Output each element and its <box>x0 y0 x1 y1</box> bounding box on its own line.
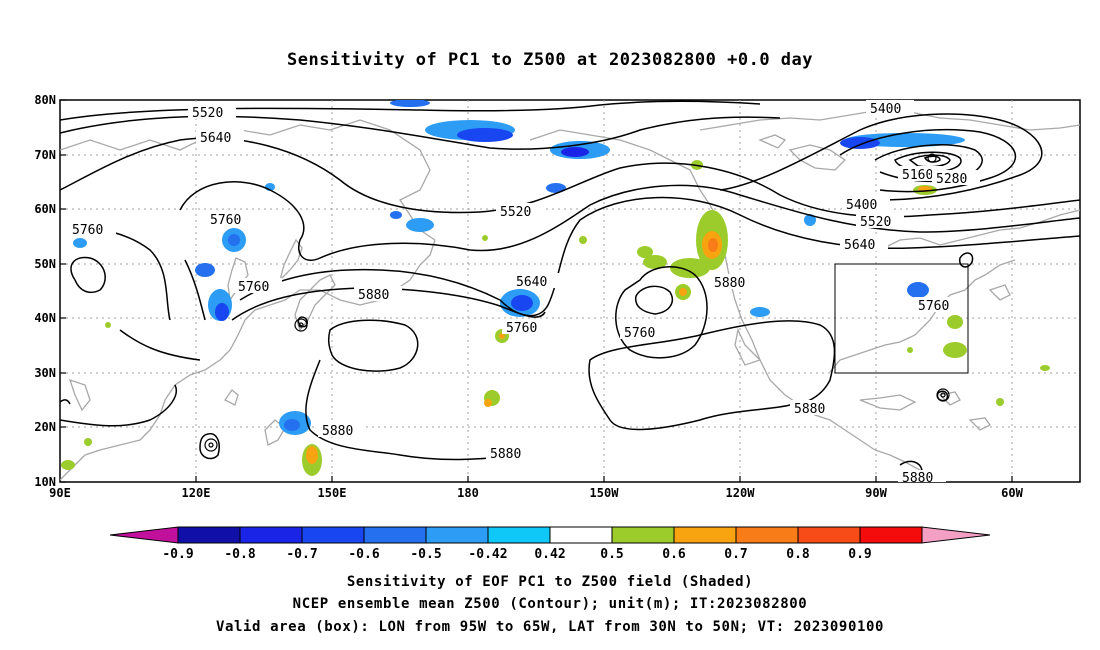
lon-label: 60W <box>1001 486 1023 500</box>
colorbar-right-arrow <box>921 526 991 544</box>
colorbar-tick-label: -0.7 <box>286 547 317 562</box>
colorbar-cell <box>735 526 799 544</box>
contour-label: 5400 <box>870 102 901 117</box>
contour-label: 5760 <box>210 213 241 228</box>
lat-label: 30N <box>34 366 56 380</box>
lat-label: 10N <box>34 475 56 489</box>
caption-valid-area: Valid area (box): LON from 95W to 65W, L… <box>215 619 885 635</box>
contour-label: 5280 <box>936 172 967 187</box>
colorbar-cell <box>425 526 489 544</box>
colorbar-tick-label: -0.5 <box>410 547 441 562</box>
colorbar-left-arrow <box>109 526 179 544</box>
contour-label: 5880 <box>714 276 745 291</box>
contour-label: 5760 <box>918 299 949 314</box>
colorbar-cell <box>487 526 551 544</box>
contour-label: 5760 <box>72 223 103 238</box>
contour-label: 5880 <box>490 447 521 462</box>
contour-label: 5880 <box>358 288 389 303</box>
contour-label: 5760 <box>238 280 269 295</box>
contour-center-markers <box>204 153 950 452</box>
lat-label: 80N <box>34 93 56 107</box>
colorbar-tick-label: 0.7 <box>724 547 747 562</box>
colorbar-tick-label: -0.6 <box>348 547 379 562</box>
sensitivity-shading <box>61 100 1050 476</box>
colorbar-cell <box>611 526 675 544</box>
contour-label: 5640 <box>844 238 875 253</box>
colorbar-tick-label: 0.8 <box>786 547 810 562</box>
colorbar-cell <box>363 526 427 544</box>
colorbar-tick-label: -0.9 <box>162 547 193 562</box>
colorbar: -0.9 -0.8 -0.7 -0.6 -0.5 -0.42 0.42 0.5 0.6 0.7 0.… <box>109 526 991 562</box>
colorbar-tick-label: -0.42 <box>468 547 507 562</box>
contour-label-group: 5520 5640 5760 5520 5760 5760 5880 5880 … <box>68 100 980 486</box>
colorbar-tick-label: 0.42 <box>534 547 565 562</box>
longitude-labels: 90E 120E 150E 180 150W 120W 90W 60W <box>49 486 1023 500</box>
caption-contour: NCEP ensemble mean Z500 (Contour); unit(… <box>292 596 808 612</box>
lat-label: 20N <box>34 420 56 434</box>
colorbar-cell <box>673 526 737 544</box>
lon-label: 90E <box>49 486 71 500</box>
colorbar-cell <box>797 526 861 544</box>
colorbar-cell <box>239 526 303 544</box>
colorbar-tick-label: 0.6 <box>662 547 686 562</box>
valid-area-box <box>834 263 969 374</box>
lon-label: 150W <box>590 486 620 500</box>
contour-label: 5760 <box>624 326 655 341</box>
colorbar-cell <box>177 526 241 544</box>
colorbar-cell <box>859 526 923 544</box>
contour-label: 5880 <box>902 471 933 486</box>
contour-label: 5400 <box>846 198 877 213</box>
contour-label: 5760 <box>506 321 537 336</box>
contour-label: 5160 <box>902 168 933 183</box>
lon-label: 150E <box>318 486 347 500</box>
colorbar-tick-label: -0.8 <box>224 547 255 562</box>
lon-label: 120W <box>726 486 756 500</box>
contour-label: 5640 <box>200 131 231 146</box>
colorbar-cell <box>301 526 365 544</box>
contour-label: 5640 <box>516 275 547 290</box>
caption-shading: Sensitivity of EOF PC1 to Z500 field (Sh… <box>346 574 754 590</box>
lat-label: 70N <box>34 148 56 162</box>
contour-label: 5880 <box>322 424 353 439</box>
contour-label: 5880 <box>794 402 825 417</box>
contour-label: 5520 <box>192 106 223 121</box>
colorbar-tick-label: 0.5 <box>600 547 623 562</box>
colorbar-cell <box>549 526 613 544</box>
map-title: Sensitivity of PC1 to Z500 at 2023082800… <box>286 50 813 70</box>
lat-label: 40N <box>34 311 56 325</box>
lon-label: 120E <box>182 486 211 500</box>
lat-label: 50N <box>34 257 56 271</box>
colorbar-tick-label: 0.9 <box>848 547 871 562</box>
contour-label: 5520 <box>860 215 891 230</box>
axis-ticks <box>60 99 1013 483</box>
lon-label: 180 <box>457 486 479 500</box>
contour-label: 5520 <box>500 205 531 220</box>
lon-label: 90W <box>865 486 887 500</box>
latitude-labels: 80N 70N 60N 50N 40N 30N 20N 10N <box>34 93 56 489</box>
lat-label: 60N <box>34 202 56 216</box>
